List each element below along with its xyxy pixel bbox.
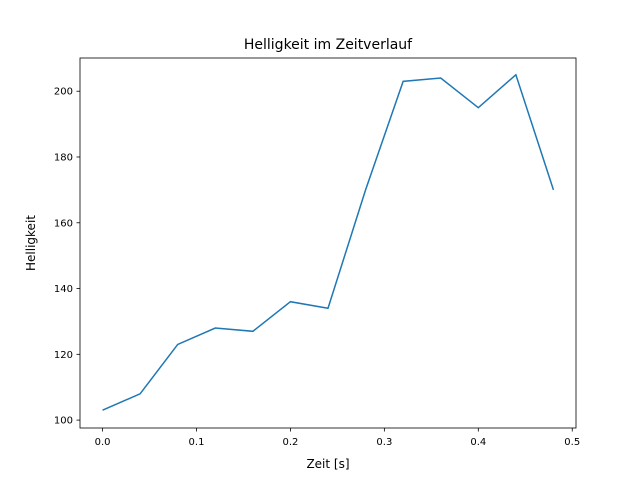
y-tick-label: 140 — [54, 284, 73, 295]
y-tick-label: 100 — [54, 416, 73, 427]
y-tick-label: 160 — [54, 218, 73, 229]
x-tick-label: 0.5 — [564, 437, 580, 448]
y-axis-label: Helligkeit — [24, 215, 38, 271]
x-tick-label: 0.4 — [470, 437, 486, 448]
chart-title: Helligkeit im Zeitverlauf — [244, 37, 413, 53]
x-tick-label: 0.1 — [189, 437, 205, 448]
x-axis-label: Zeit [s] — [306, 457, 349, 471]
y-tick-label: 120 — [54, 350, 73, 361]
x-tick-label: 0.0 — [95, 437, 111, 448]
y-tick-label: 180 — [54, 152, 73, 163]
x-tick-label: 0.3 — [376, 437, 392, 448]
x-tick-label: 0.2 — [282, 437, 298, 448]
plot-background — [80, 58, 576, 428]
y-tick-label: 200 — [54, 87, 73, 98]
